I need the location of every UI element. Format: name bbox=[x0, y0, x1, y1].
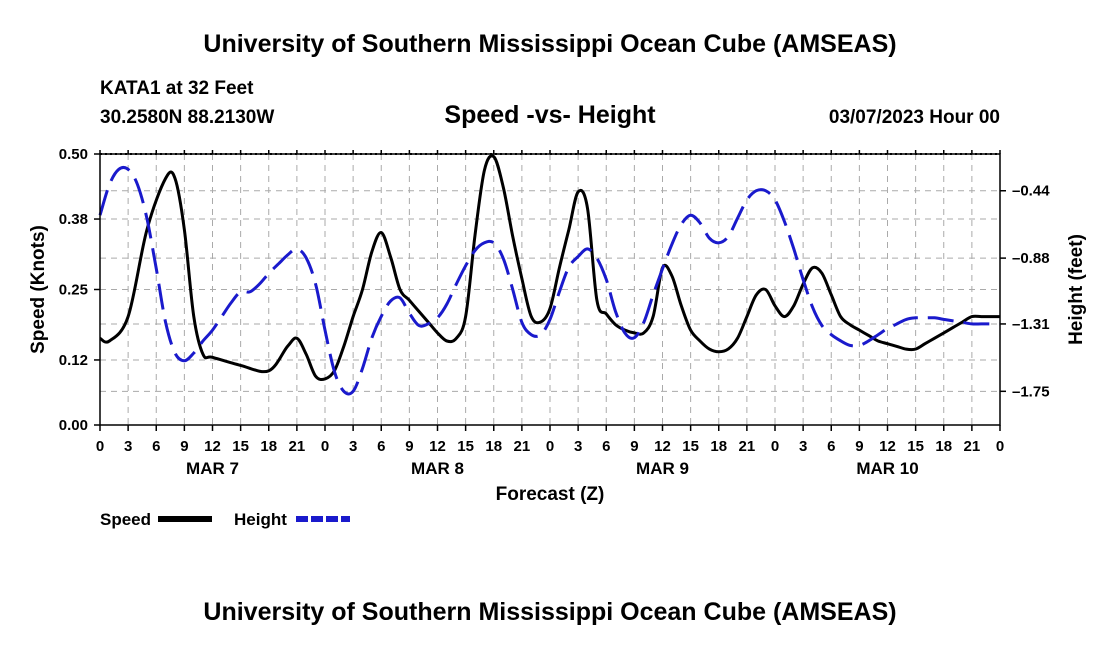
height-series-line bbox=[98, 165, 1000, 396]
y2-tick-label: –0.88 bbox=[1012, 250, 1050, 267]
y-tick-label: 0.38 bbox=[59, 211, 88, 228]
y-tick-label: 0.50 bbox=[59, 146, 88, 163]
x-tick-label: 6 bbox=[602, 438, 610, 455]
legend-label-speed: Speed bbox=[100, 510, 151, 529]
axis-layer: 0 3 6 9 12 15 18 21 0 3 6 9 12 15 18 21 0 3 6 9 12 15 18 21 0 3 6 9… bbox=[28, 146, 1087, 505]
y-axis-label: Speed (Knots) bbox=[28, 225, 49, 354]
x-tick-label: 18 bbox=[935, 438, 952, 455]
x-tick-label: 21 bbox=[289, 438, 306, 455]
x-tick-label: 18 bbox=[710, 438, 727, 455]
x-tick-label: 12 bbox=[429, 438, 446, 455]
x-tick-label: 15 bbox=[232, 438, 249, 455]
x-tick-label: 0 bbox=[96, 438, 104, 455]
y-tick-label: 0.25 bbox=[59, 282, 88, 299]
y2-axis-label: Height (feet) bbox=[1066, 234, 1087, 345]
chart-title: Speed -vs- Height bbox=[444, 101, 656, 129]
y2-tick-label: –1.75 bbox=[1012, 383, 1050, 400]
speed-series-line bbox=[99, 154, 1000, 382]
x-tick-label: 9 bbox=[405, 438, 413, 455]
page-title: University of Southern Mississippi Ocean… bbox=[203, 30, 897, 58]
x-tick-label: 12 bbox=[204, 438, 221, 455]
x-tick-label: 3 bbox=[124, 438, 132, 455]
y2-tick-label: –0.44 bbox=[1012, 183, 1050, 200]
series-layer bbox=[98, 154, 1000, 396]
x-tick-label: 3 bbox=[349, 438, 357, 455]
x-tick-label: 6 bbox=[377, 438, 385, 455]
x-tick-label: 3 bbox=[799, 438, 807, 455]
x-tick-label: 21 bbox=[964, 438, 981, 455]
legend: Speed Height bbox=[100, 510, 350, 529]
day-label: MAR 9 bbox=[636, 459, 689, 478]
footer-title: University of Southern Mississippi Ocean… bbox=[203, 598, 897, 626]
day-label: MAR 7 bbox=[186, 459, 239, 478]
x-tick-label: 18 bbox=[485, 438, 502, 455]
day-label: MAR 10 bbox=[856, 459, 918, 478]
x-tick-label: 15 bbox=[682, 438, 699, 455]
legend-label-height: Height bbox=[234, 510, 287, 529]
x-tick-label: 15 bbox=[907, 438, 924, 455]
x-tick-label: 0 bbox=[321, 438, 329, 455]
x-tick-label: 9 bbox=[630, 438, 638, 455]
y-tick-label: 0.12 bbox=[59, 352, 88, 369]
x-tick-label: 6 bbox=[152, 438, 160, 455]
y-tick-label: 0.00 bbox=[59, 417, 88, 434]
x-tick-label: 9 bbox=[180, 438, 188, 455]
x-tick-label: 9 bbox=[855, 438, 863, 455]
x-tick-label: 0 bbox=[546, 438, 554, 455]
x-tick-label: 6 bbox=[827, 438, 835, 455]
forecast-datetime: 03/07/2023 Hour 00 bbox=[828, 107, 1000, 128]
y2-tick-label: –1.31 bbox=[1012, 316, 1050, 333]
day-label: MAR 8 bbox=[411, 459, 464, 478]
x-tick-label: 0 bbox=[996, 438, 1004, 455]
x-tick-label: 12 bbox=[654, 438, 671, 455]
station-label: KATA1 at 32 Feet bbox=[100, 78, 254, 99]
x-tick-label: 3 bbox=[574, 438, 582, 455]
x-tick-label: 15 bbox=[457, 438, 474, 455]
x-tick-label: 21 bbox=[739, 438, 756, 455]
x-axis-label: Forecast (Z) bbox=[496, 484, 605, 505]
x-tick-label: 12 bbox=[879, 438, 896, 455]
x-tick-label: 0 bbox=[771, 438, 779, 455]
grid-layer bbox=[99, 153, 1001, 426]
coordinates-label: 30.2580N 88.2130W bbox=[100, 107, 275, 128]
x-tick-label: 18 bbox=[260, 438, 277, 455]
x-tick-label: 21 bbox=[514, 438, 531, 455]
